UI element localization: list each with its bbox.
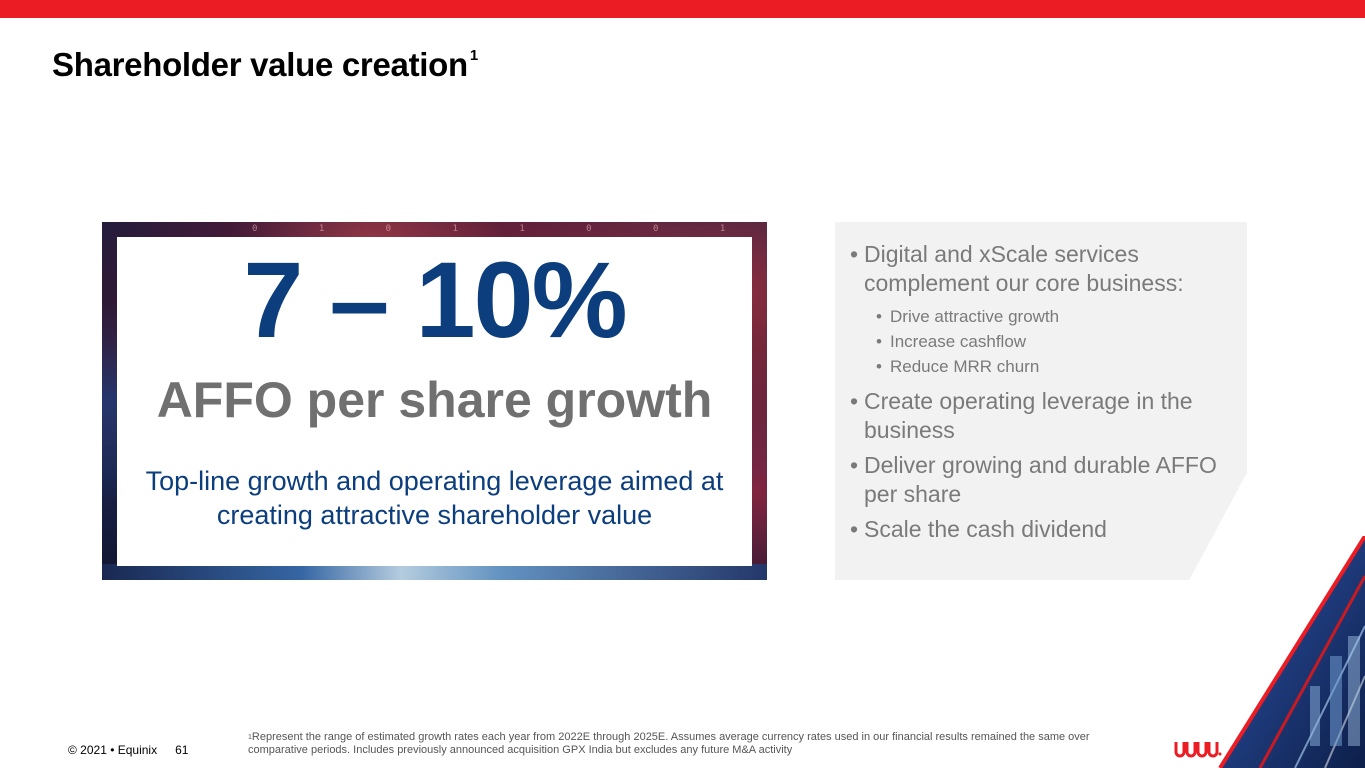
growth-range: 7 – 10%: [243, 239, 627, 360]
bullet-list: Digital and xScale services complement o…: [850, 240, 1245, 550]
growth-metric-label: AFFO per share growth: [156, 372, 713, 428]
page-title: Shareholder value creation 1: [52, 46, 478, 84]
page-title-text: Shareholder value creation: [52, 46, 468, 83]
sub-bullet-list: Drive attractive growth Increase cashflo…: [876, 304, 1245, 379]
copyright-text: © 2021 • Equinix: [68, 743, 158, 757]
bullet-digital-xscale: Digital and xScale services complement o…: [850, 240, 1245, 298]
hero-background-glow: [102, 564, 767, 580]
hero-background-digits: 0 1 0 1 1 0 0 1 0 1 0 1 1 0: [252, 224, 767, 234]
bullet-affo-per-share: Deliver growing and durable AFFO per sha…: [850, 451, 1245, 509]
footnote: 1Represent the range of estimated growth…: [248, 731, 1148, 757]
growth-description: Top-line growth and operating leverage a…: [145, 466, 724, 530]
datacenter-corner-svg: [1218, 536, 1365, 768]
sub-bullet-cashflow: Increase cashflow: [876, 329, 1245, 354]
hero-card: 7 – 10% AFFO per share growth Top-line g…: [117, 237, 752, 566]
datacenter-corner-graphic: [1190, 536, 1365, 768]
footnote-text: Represent the range of estimated growth …: [248, 731, 1090, 756]
footer-copyright: © 2021 • Equinix 61: [68, 743, 188, 757]
sub-bullet-churn: Reduce MRR churn: [876, 354, 1245, 379]
page-number: 61: [175, 743, 189, 757]
footnote-mark: 1: [248, 734, 252, 741]
equinix-logo-icon: [1174, 742, 1222, 758]
bullet-operating-leverage: Create operating leverage in the busines…: [850, 387, 1245, 445]
title-footnote-mark: 1: [469, 47, 478, 64]
bullet-cash-dividend: Scale the cash dividend: [850, 515, 1245, 544]
sub-bullet-growth: Drive attractive growth: [876, 304, 1245, 329]
brand-top-bar: [0, 0, 1365, 18]
